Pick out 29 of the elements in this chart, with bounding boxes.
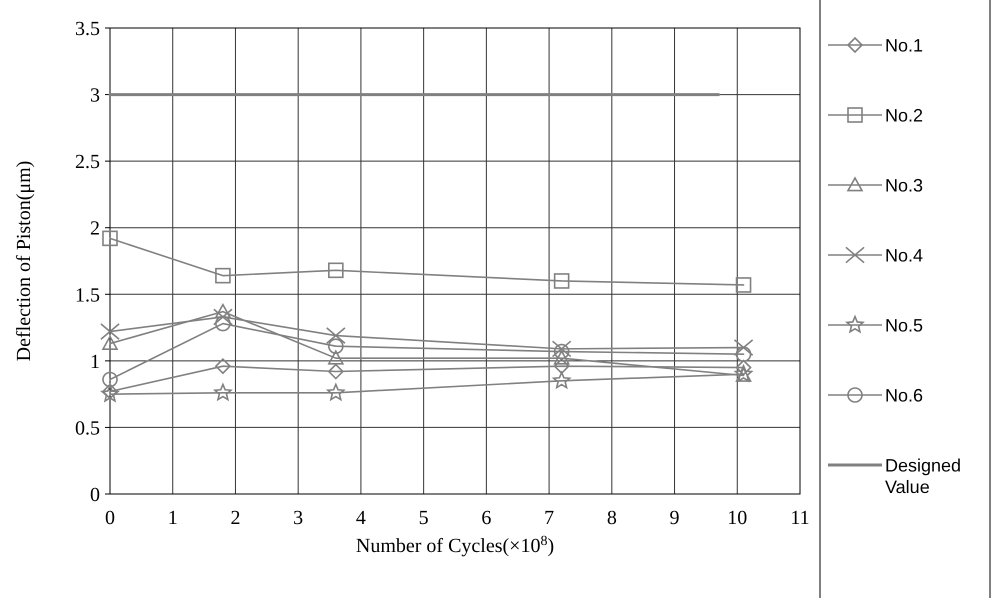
- x-tick-label: 7: [544, 507, 554, 529]
- legend-label: No.4: [885, 245, 924, 266]
- y-tick-label: 3: [90, 84, 100, 107]
- legend-label: No.3: [885, 175, 924, 196]
- legend-label: No.5: [885, 315, 924, 336]
- y-tick-label: 3.5: [75, 18, 100, 40]
- x-tick-label: 9: [670, 507, 680, 529]
- x-tick-label: 4: [356, 507, 366, 529]
- y-tick-label: 1.5: [75, 284, 100, 306]
- x-tick-label: 6: [481, 507, 492, 529]
- x-axis-title: Number of Cycles(×10$^{8}$): [356, 534, 554, 557]
- legend-label: No.6: [885, 385, 924, 406]
- x-tick-label: 5: [418, 507, 429, 529]
- x-tick-label: 0: [105, 507, 115, 529]
- y-axis-title: Deflection of Piston(μm): [13, 160, 35, 362]
- x-tick-label: 10: [727, 507, 748, 529]
- x-tick-label: 8: [606, 507, 617, 529]
- x-tick-label: 11: [790, 507, 810, 529]
- x-tick-label: 3: [293, 507, 304, 529]
- x-tick-label: 2: [230, 507, 240, 529]
- y-tick-label: 0.5: [75, 417, 100, 440]
- y-tick-label: 2.5: [75, 151, 100, 174]
- legend-label: No.2: [885, 105, 924, 126]
- x-tick-label: 1: [168, 507, 178, 529]
- legend-label: No.1: [885, 35, 924, 56]
- y-tick-label: 1: [90, 350, 100, 373]
- legend-label: Designed Value: [885, 455, 962, 497]
- y-tick-label: 0: [90, 484, 100, 506]
- y-tick-label: 2: [90, 218, 100, 240]
